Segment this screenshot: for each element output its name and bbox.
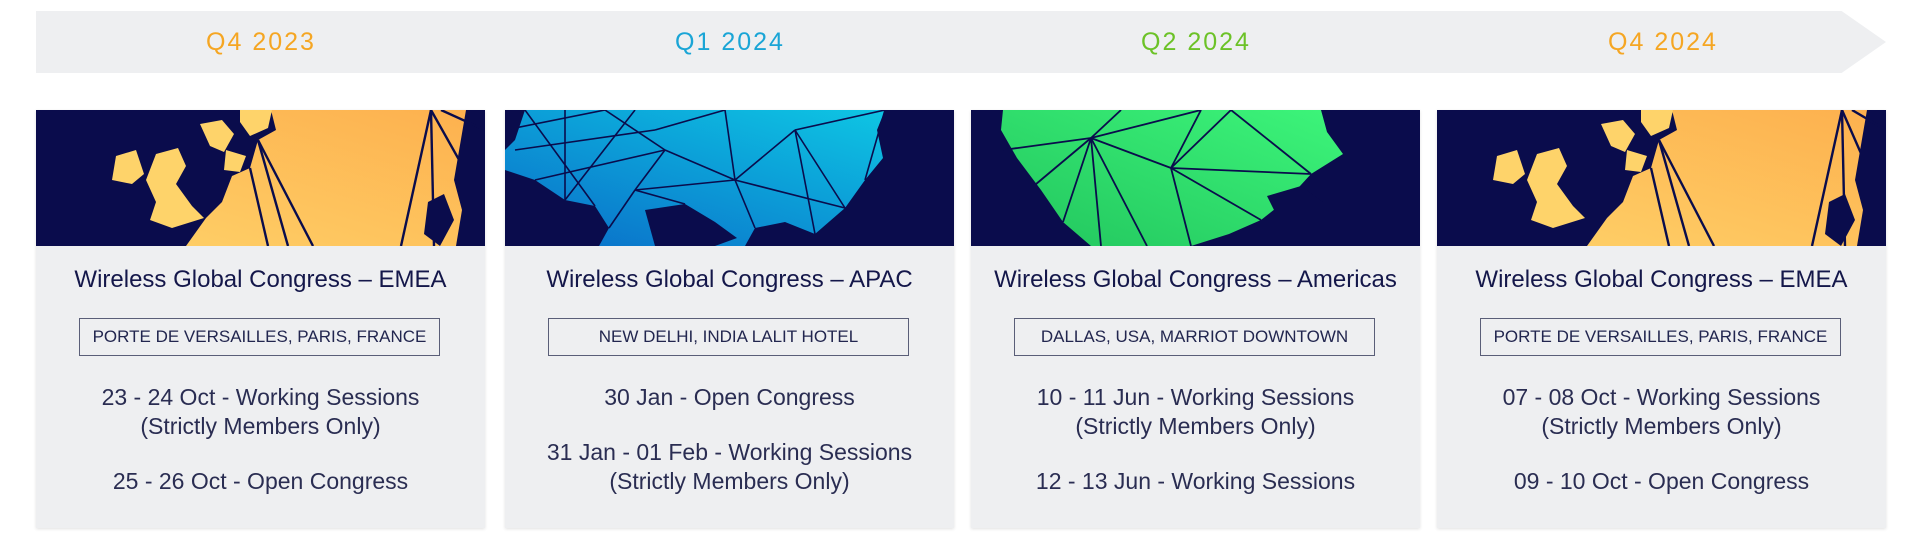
session-note: (Strictly Members Only): [609, 468, 850, 494]
session-dates: 30 Jan - Open Congress: [604, 384, 855, 410]
session-dates: 12 - 13 Jun - Working Sessions: [1035, 468, 1356, 494]
session-note: (Strictly Members Only): [1075, 413, 1316, 439]
session-dates: 09 - 10 Oct - Open Congress: [1513, 468, 1810, 494]
session-list: 10 - 11 Jun - Working Sessions (Strictly…: [971, 383, 1420, 522]
event-title: Wireless Global Congress – EMEA: [1475, 266, 1848, 293]
event-card-emea-2024[interactable]: Wireless Global Congress – EMEA PORTE DE…: [1437, 110, 1886, 528]
event-title: Wireless Global Congress – Americas: [994, 266, 1397, 293]
event-title: Wireless Global Congress – APAC: [546, 266, 913, 293]
event-card-emea-2023[interactable]: Wireless Global Congress – EMEA PORTE DE…: [36, 110, 485, 528]
session-item: 07 - 08 Oct - Working Sessions (Strictly…: [1437, 383, 1886, 441]
americas-map-banner: [971, 110, 1420, 246]
event-card-americas-2024[interactable]: Wireless Global Congress – Americas DALL…: [971, 110, 1420, 528]
event-title: Wireless Global Congress – EMEA: [74, 266, 447, 293]
session-item: 12 - 13 Jun - Working Sessions: [971, 467, 1420, 496]
quarter-label-4: Q4 2024: [1608, 28, 1718, 56]
session-list: 23 - 24 Oct - Working Sessions (Strictly…: [36, 383, 485, 522]
session-item: 25 - 26 Oct - Open Congress: [36, 467, 485, 496]
session-dates: 07 - 08 Oct - Working Sessions: [1502, 384, 1821, 410]
session-list: 07 - 08 Oct - Working Sessions (Strictly…: [1437, 383, 1886, 522]
asia-map-banner: [505, 110, 954, 246]
quarter-label-1: Q4 2023: [206, 28, 316, 56]
europe-map-banner: [1437, 110, 1886, 246]
session-dates: 10 - 11 Jun - Working Sessions: [1036, 384, 1355, 410]
session-note: (Strictly Members Only): [1541, 413, 1782, 439]
quarter-label-2: Q1 2024: [675, 28, 785, 56]
session-item: 30 Jan - Open Congress: [505, 383, 954, 412]
session-item: 31 Jan - 01 Feb - Working Sessions (Stri…: [505, 438, 954, 496]
session-dates: 31 Jan - 01 Feb - Working Sessions: [546, 439, 913, 465]
timeline-arrow-bar: [36, 11, 1886, 73]
session-list: 30 Jan - Open Congress 31 Jan - 01 Feb -…: [505, 383, 954, 522]
session-item: 10 - 11 Jun - Working Sessions (Strictly…: [971, 383, 1420, 441]
event-card-apac-2024[interactable]: Wireless Global Congress – APAC NEW DELH…: [505, 110, 954, 528]
session-dates: 25 - 26 Oct - Open Congress: [112, 468, 409, 494]
venue-box: PORTE DE VERSAILLES, PARIS, FRANCE: [1480, 318, 1841, 356]
europe-map-banner: [36, 110, 485, 246]
quarter-label-3: Q2 2024: [1141, 28, 1251, 56]
session-item: 09 - 10 Oct - Open Congress: [1437, 467, 1886, 496]
venue-box: DALLAS, USA, MARRIOT DOWNTOWN: [1014, 318, 1375, 356]
venue-box: NEW DELHI, INDIA LALIT HOTEL: [548, 318, 909, 356]
session-dates: 23 - 24 Oct - Working Sessions: [101, 384, 420, 410]
venue-box: PORTE DE VERSAILLES, PARIS, FRANCE: [79, 318, 440, 356]
session-note: (Strictly Members Only): [140, 413, 381, 439]
session-item: 23 - 24 Oct - Working Sessions (Strictly…: [36, 383, 485, 441]
